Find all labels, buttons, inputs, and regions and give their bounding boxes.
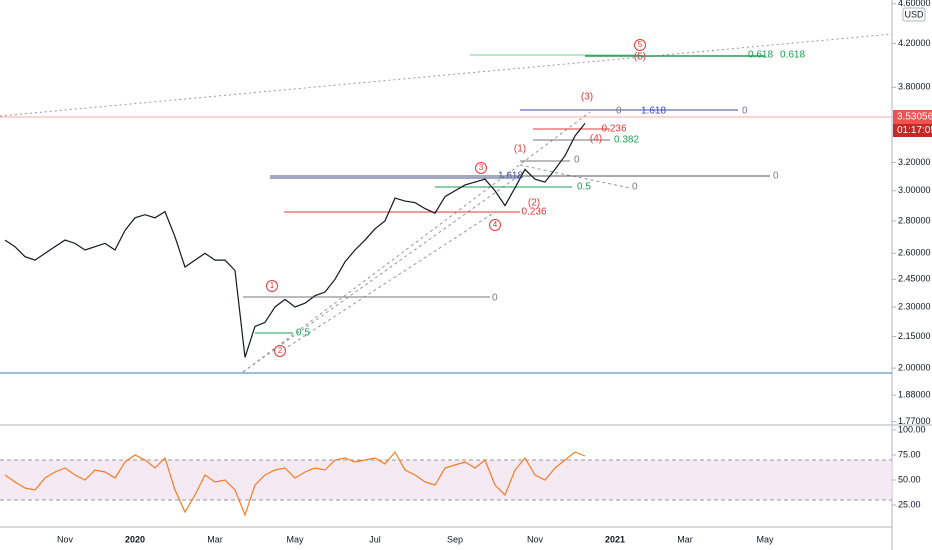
x-tick-label: Mar <box>677 534 693 544</box>
annotation: 0.5 <box>577 182 591 193</box>
y-tick-label: 3.20000 <box>898 157 931 167</box>
y-tick-label: 2.30000 <box>898 301 931 311</box>
x-tick-label: 2021 <box>605 534 625 544</box>
rsi-band <box>0 460 892 500</box>
wave-circle <box>274 345 286 357</box>
annotation: 0.618 <box>748 50 773 61</box>
x-tick-label: Nov <box>57 534 74 544</box>
annotation: 0 <box>492 293 498 304</box>
y-tick-label: 1.77000 <box>898 416 931 426</box>
currency: USD <box>904 9 924 19</box>
y-tick-label: 3.00000 <box>898 185 931 195</box>
y-tick-label: 75.00 <box>898 449 921 459</box>
x-tick-label: Jul <box>369 534 381 544</box>
annotation: 3 <box>479 163 484 172</box>
y-tick-label: 100.00 <box>898 424 926 434</box>
annotation: (3) <box>581 92 593 103</box>
fib-trend <box>242 111 591 373</box>
annotation: 0 <box>742 106 748 117</box>
annotation: 0.618 <box>780 50 805 61</box>
annotation: 0.5 <box>296 328 310 339</box>
annotation: 1.618 <box>498 171 523 182</box>
fib-trend <box>242 174 521 373</box>
annotation: 0 <box>632 182 638 193</box>
annotation: 0.382 <box>614 135 639 146</box>
x-tick-label: Nov <box>527 534 544 544</box>
y-tick-label: 2.00000 <box>898 362 931 372</box>
wave-circle <box>634 39 646 51</box>
annotation: 0.236 <box>521 207 546 218</box>
x-tick-label: Sep <box>447 534 463 544</box>
series-line <box>4 122 586 358</box>
y-tick-label: 25.00 <box>898 499 921 509</box>
series-line <box>4 450 586 517</box>
x-tick-label: Mar <box>207 534 223 544</box>
x-tick-label: 2020 <box>125 534 145 544</box>
y-tick-label: 4.20000 <box>898 38 931 48</box>
annotation: (1) <box>514 144 526 155</box>
annotation: 0.236 <box>601 124 626 135</box>
fib-trend <box>282 211 496 351</box>
annotation: 1.618 <box>641 106 666 117</box>
last-price: 3.53056 <box>897 112 932 123</box>
annotation: 0 <box>574 155 580 166</box>
x-tick-label: May <box>286 534 304 544</box>
annotation: 0 <box>616 106 622 117</box>
annotation: (5) <box>634 52 646 63</box>
annotation: (4) <box>590 134 602 145</box>
last-price-box <box>893 110 932 124</box>
annotation: 1 <box>270 281 275 290</box>
y-tick-label: 2.80000 <box>898 215 931 225</box>
countdown: 01:17:05 <box>897 125 932 136</box>
y-tick-label: 2.45000 <box>898 274 931 284</box>
annotation: 5 <box>638 40 643 49</box>
y-tick-label: 50.00 <box>898 474 921 484</box>
wave-circle <box>475 162 487 174</box>
annotation: 0 <box>773 171 779 182</box>
annotation: (2) <box>528 198 540 209</box>
countdown-box <box>893 124 932 137</box>
trend-line <box>0 33 893 117</box>
y-tick-label: 2.60000 <box>898 248 931 258</box>
x-tick-label: May <box>756 534 774 544</box>
annotation: 2 <box>278 346 283 355</box>
y-tick-label: 4.60000 <box>898 0 931 8</box>
y-tick-label: 1.88000 <box>898 390 931 400</box>
annotation: 4 <box>493 220 498 229</box>
y-tick-label: 2.15000 <box>898 331 931 341</box>
currency-box[interactable] <box>902 7 926 22</box>
y-tick-label: 3.80000 <box>898 82 931 92</box>
wave-circle <box>266 280 278 292</box>
wave-circle <box>489 219 501 231</box>
